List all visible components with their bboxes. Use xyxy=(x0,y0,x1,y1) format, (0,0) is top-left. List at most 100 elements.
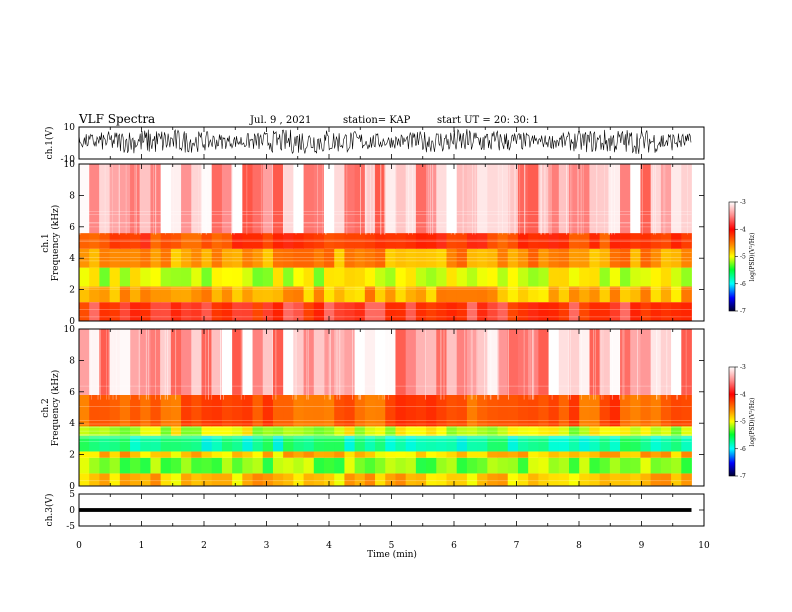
spectrogram-band-cell xyxy=(232,267,243,287)
spectrogram-band-cell xyxy=(375,457,386,474)
spectrogram-band-cell xyxy=(150,329,162,395)
spectrogram-band-cell xyxy=(191,233,202,249)
spectrogram-band-cell xyxy=(671,302,682,321)
spectrogram-band-cell xyxy=(272,248,284,268)
spectrogram-band-cell xyxy=(569,302,580,321)
spectrogram-band-cell xyxy=(599,451,611,458)
spectrogram-band-cell xyxy=(650,267,662,287)
spectrogram-band-cell xyxy=(324,267,335,287)
spectrogram-band-cell xyxy=(548,248,560,268)
spectrogram-band-cell xyxy=(671,233,682,249)
spectrogram-band-cell xyxy=(221,451,233,458)
spectrogram-band-cell xyxy=(609,286,621,303)
spectrogram-band-cell xyxy=(283,473,294,486)
spectrogram-band-cell xyxy=(507,164,519,234)
spectrogram-band-cell xyxy=(548,233,560,249)
spectrogram-band-cell xyxy=(293,457,304,474)
spectrogram-band-cell xyxy=(242,164,253,234)
spectrogram-band-cell xyxy=(293,248,304,268)
spectrogram-band-cell xyxy=(599,473,611,486)
spectrogram-band-cell xyxy=(89,233,100,249)
spectrogram-band-cell xyxy=(569,329,580,395)
colorbar-tick-label: -5 xyxy=(740,254,746,261)
spectrogram-band-cell xyxy=(334,286,345,303)
spectrogram-band-cell xyxy=(558,302,570,321)
spectrogram-band-cell xyxy=(671,473,682,486)
spectrogram-band-cell xyxy=(650,473,662,486)
spectrogram-band-cell xyxy=(99,248,111,268)
spectrogram-band-cell xyxy=(569,267,580,287)
x-tick-label: 0 xyxy=(76,541,82,551)
spectrogram-band-cell xyxy=(119,248,131,268)
spectrogram-band-cell xyxy=(558,233,570,249)
spectrogram-band-cell xyxy=(517,233,529,249)
spectrogram-band-cell xyxy=(426,394,437,427)
spectrogram-band-cell xyxy=(569,457,580,474)
spectrogram-band-cell xyxy=(456,451,468,458)
spectrogram-band-cell xyxy=(569,473,580,486)
spectrogram-band-cell xyxy=(201,302,213,321)
spectrogram-band-cell xyxy=(140,394,151,427)
spectrogram-band-cell xyxy=(681,164,692,234)
spectrogram-band-cell xyxy=(415,329,427,395)
spectrogram-band-cell xyxy=(446,435,458,452)
colorbar-tick-label: -4 xyxy=(740,391,746,398)
spectrogram-band-cell xyxy=(272,394,284,427)
spectrogram-band-cell xyxy=(405,164,417,234)
spectrogram-band-cell xyxy=(681,248,692,268)
spectrogram-band-cell xyxy=(548,473,560,486)
ch1-spectrogram-ticks: 0 2 4 6 8 10 xyxy=(64,160,705,327)
spectrogram-band-cell xyxy=(415,394,427,427)
spectrogram-band-cell xyxy=(272,164,284,234)
spectrogram-band-cell xyxy=(517,164,529,234)
spectrogram-band-cell xyxy=(609,394,621,427)
spectrogram-band-cell xyxy=(517,302,529,321)
spectrogram-band-cell xyxy=(79,164,90,234)
spectrogram-band-cell xyxy=(221,286,233,303)
spectrogram-band-cell xyxy=(140,473,151,486)
spectrogram-band-cell xyxy=(569,394,580,427)
x-tick-label: 6 xyxy=(451,541,457,551)
spectrogram-band-cell xyxy=(507,394,519,427)
spectrogram-band-cell xyxy=(211,473,223,486)
spectrogram-band-cell xyxy=(517,248,529,268)
spectrogram-band-cell xyxy=(385,233,396,249)
spectrogram-band-cell xyxy=(211,435,223,452)
spectrogram-band-cell xyxy=(538,394,549,427)
spectrogram-band-cell xyxy=(170,394,182,427)
spectrogram-band-cell xyxy=(242,248,253,268)
spectrogram-band-cell xyxy=(344,286,356,303)
spectrogram-band-cell xyxy=(579,394,590,427)
spectrogram-band-cell xyxy=(293,473,304,486)
spectrogram-band-cell xyxy=(599,394,611,427)
spectrogram-band-cell xyxy=(221,329,233,395)
spectrogram-band-cell xyxy=(650,435,662,452)
spectrogram-band-cell xyxy=(589,394,601,427)
spectrogram-band-cell xyxy=(405,394,417,427)
spectrogram-band-cell xyxy=(201,473,213,486)
spectrogram-band-cell xyxy=(589,302,601,321)
y-tick-label: 6 xyxy=(69,223,75,233)
spectrogram-band-cell xyxy=(140,302,151,321)
spectrogram-band-cell xyxy=(579,435,590,452)
spectrogram-band-cell xyxy=(150,267,162,287)
spectrogram-band-cell xyxy=(324,473,335,486)
spectrogram-band-cell xyxy=(191,329,202,395)
ch2-colorbar-label: log(PSD)(V²/Hz) xyxy=(749,398,756,447)
spectrogram-band-cell xyxy=(538,329,549,395)
spectrogram-band-cell xyxy=(385,473,396,486)
spectrogram-band-cell xyxy=(548,267,560,287)
spectrogram-band-cell xyxy=(415,164,427,234)
spectrogram-band-cell xyxy=(497,435,509,452)
spectrogram-band-cell xyxy=(201,451,213,458)
spectrogram-band-cell xyxy=(354,286,366,303)
spectrogram-band-cell xyxy=(242,233,253,249)
spectrogram-band-cell xyxy=(313,233,325,249)
spectrogram-band-cell xyxy=(89,394,100,427)
ch1-colorbar-scale xyxy=(728,201,736,312)
spectrogram-band-cell xyxy=(507,233,519,249)
spectrogram-band-cell xyxy=(477,473,488,486)
spectrogram-band-cell xyxy=(426,248,437,268)
start-time-label: start UT = 20: 30: 1 xyxy=(437,115,539,126)
spectrogram-band-cell xyxy=(548,329,560,395)
